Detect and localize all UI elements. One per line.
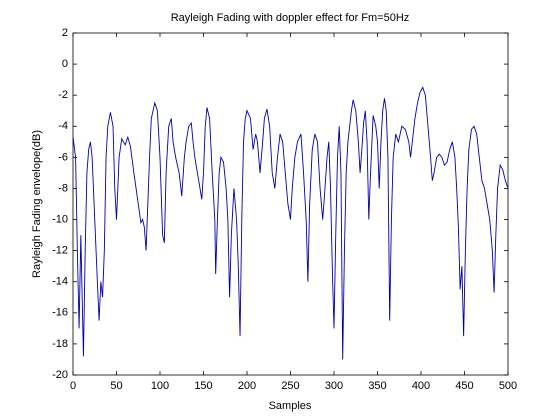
y-tick-label: 0 <box>62 58 68 70</box>
x-tick-label: 250 <box>281 380 299 392</box>
y-tick-label: -20 <box>52 369 68 381</box>
x-tick-label: 0 <box>70 380 76 392</box>
x-tick-label: 500 <box>499 380 517 392</box>
x-tick-label: 150 <box>194 380 212 392</box>
x-tick-label: 50 <box>110 380 122 392</box>
x-tick-label: 100 <box>151 380 169 392</box>
y-tick-label: 2 <box>62 27 68 39</box>
y-tick-label: -2 <box>58 89 68 101</box>
x-tick-label: 200 <box>238 380 256 392</box>
y-tick-label: -14 <box>52 276 68 288</box>
y-tick-label: -8 <box>58 182 68 194</box>
y-axis-label: Rayleigh Fading envelope(dB) <box>31 130 43 278</box>
x-tick-label: 300 <box>325 380 343 392</box>
x-tick-label: 400 <box>412 380 430 392</box>
chart-title: Rayleigh Fading with doppler effect for … <box>171 12 410 24</box>
y-tick-label: -18 <box>52 338 68 350</box>
y-tick-label: -10 <box>52 213 68 225</box>
y-tick-label: -4 <box>58 120 68 132</box>
x-tick-label: 350 <box>368 380 386 392</box>
y-tick-label: -6 <box>58 151 68 163</box>
x-tick-label: 450 <box>455 380 473 392</box>
y-tick-label: -16 <box>52 307 68 319</box>
plot-frame <box>72 32 509 376</box>
x-axis-label: Samples <box>269 400 312 412</box>
data-line <box>72 86 509 360</box>
y-tick-label: -12 <box>52 245 68 257</box>
